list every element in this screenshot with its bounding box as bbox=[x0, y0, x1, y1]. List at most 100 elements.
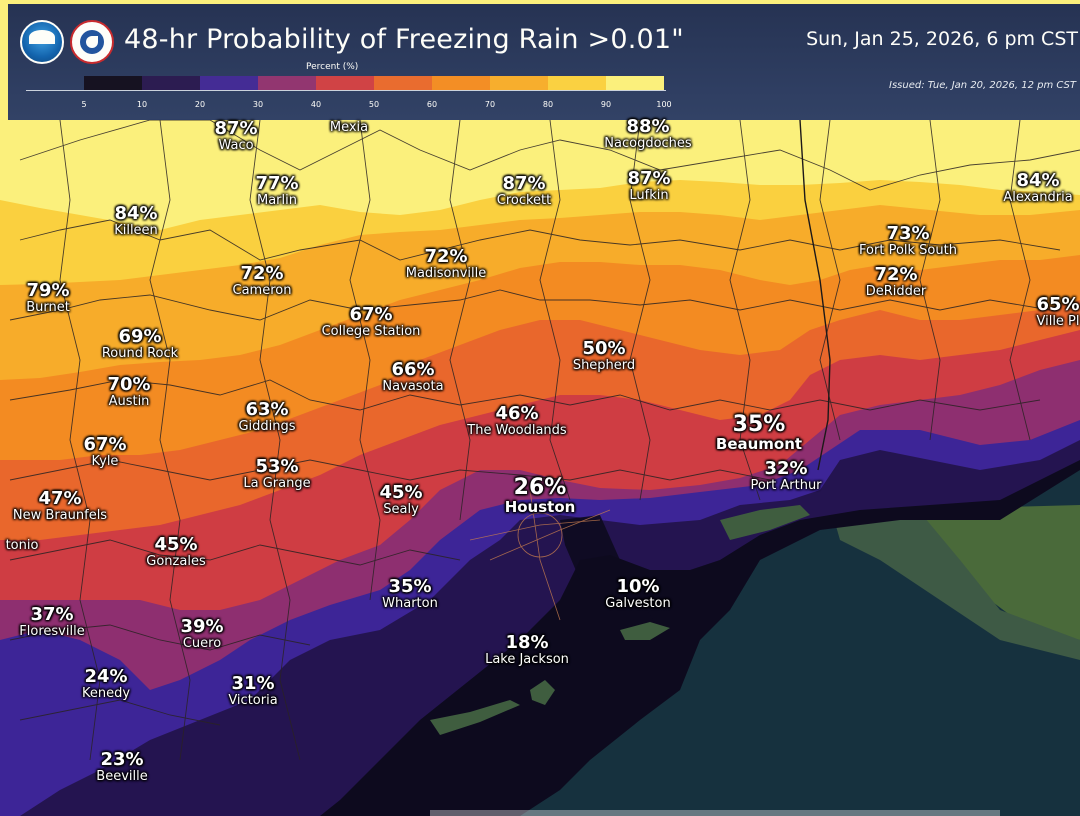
houston-roads bbox=[469, 489, 611, 621]
city-label: 87% Lufkin bbox=[627, 168, 671, 204]
city-label: 47% New Braunfels bbox=[12, 488, 108, 524]
legend-tick-label: 70 bbox=[484, 100, 496, 109]
city-probability: 39% bbox=[180, 616, 224, 637]
city-probability: 46% bbox=[495, 403, 539, 424]
city-label: 39% Cuero bbox=[180, 616, 224, 652]
city-name: Port Arthur bbox=[750, 478, 822, 493]
city-name: Wharton bbox=[382, 596, 438, 611]
legend-tick-label: 30 bbox=[252, 100, 264, 109]
city-probability: 87% bbox=[502, 173, 546, 194]
coastal-islands-4 bbox=[530, 680, 555, 705]
city-name: Giddings bbox=[238, 419, 296, 434]
city-name: Shepherd bbox=[572, 358, 636, 373]
city-label: 69% Round Rock bbox=[101, 326, 179, 362]
legend-swatch bbox=[490, 76, 548, 90]
city-probability: 67% bbox=[349, 304, 393, 325]
city-name: Floresville bbox=[19, 624, 85, 639]
color-legend: Percent (%) 5 10 20 30 40 50 60 70 80 90 100 bbox=[16, 62, 676, 112]
city-probability: 72% bbox=[240, 263, 284, 284]
city-probability: 53% bbox=[255, 456, 299, 477]
city-probability: 84% bbox=[1016, 170, 1060, 191]
legend-swatch bbox=[374, 76, 432, 90]
legend-swatch bbox=[84, 76, 142, 90]
city-name: Galveston bbox=[605, 596, 671, 611]
city-name: Beaumont bbox=[715, 435, 803, 453]
city-probability: 26% bbox=[513, 475, 567, 500]
city-name: Kyle bbox=[91, 454, 119, 469]
legend-swatch bbox=[432, 76, 490, 90]
city-label: 79% Burnet bbox=[26, 282, 70, 316]
city-name: Ville Pl bbox=[1036, 314, 1080, 329]
city-label: 23% Beeville bbox=[96, 749, 147, 785]
city-label: 45% Gonzales bbox=[146, 534, 206, 570]
city-probability: 87% bbox=[214, 118, 258, 139]
city-probability: 10% bbox=[616, 576, 660, 597]
city-label: 73% Fort Polk South bbox=[859, 223, 957, 259]
legend-swatch bbox=[606, 76, 664, 90]
city-probability: 69% bbox=[118, 326, 162, 347]
city-name: Madisonville bbox=[405, 266, 487, 281]
louisiana-coast-land bbox=[900, 505, 1080, 640]
city-label: 72% Cameron bbox=[233, 263, 292, 299]
legend-color-ramp bbox=[84, 76, 664, 90]
city-label: 32% Port Arthur bbox=[750, 460, 822, 494]
legend-tick-label: 40 bbox=[310, 100, 322, 109]
city-name: La Grange bbox=[243, 476, 311, 491]
city-label: 10% Galveston bbox=[605, 576, 671, 612]
noaa-bird-icon bbox=[29, 30, 55, 44]
nws-emblem-icon bbox=[80, 30, 104, 54]
city-probability: 88% bbox=[626, 116, 670, 137]
city-label: 72% DeRidder bbox=[866, 264, 927, 300]
legend-title: Percent (%) bbox=[306, 62, 359, 72]
city-probability: 47% bbox=[38, 488, 82, 509]
coastal-islands bbox=[430, 700, 520, 735]
city-label: 67% Kyle bbox=[83, 436, 126, 470]
city-label: 63% Giddings bbox=[238, 401, 296, 435]
city-probability: 18% bbox=[505, 632, 549, 653]
city-label: 45% Sealy bbox=[379, 482, 423, 518]
city-name: Lufkin bbox=[629, 188, 669, 203]
city-name: Sealy bbox=[383, 502, 419, 517]
coastal-islands-2 bbox=[720, 505, 810, 540]
city-name: Gonzales bbox=[146, 554, 206, 569]
city-label: 67% College Station bbox=[322, 304, 421, 340]
city-probability: 73% bbox=[886, 223, 930, 244]
city-name: The Woodlands bbox=[467, 423, 567, 438]
city-name: tonio bbox=[5, 538, 39, 553]
city-probability: 37% bbox=[30, 604, 74, 625]
city-name: Lake Jackson bbox=[485, 652, 569, 667]
galveston-bay bbox=[560, 515, 660, 640]
county-boundaries bbox=[9, 119, 1080, 761]
legend-tick-label: 50 bbox=[368, 100, 380, 109]
city-label: 88% Nacogdoches bbox=[604, 116, 691, 152]
city-name: New Braunfels bbox=[12, 508, 108, 523]
city-name: Crockett bbox=[496, 193, 552, 208]
city-name: Cuero bbox=[182, 636, 222, 651]
legend-swatch bbox=[200, 76, 258, 90]
city-probability: 72% bbox=[874, 264, 918, 285]
noaa-logo bbox=[20, 20, 64, 64]
nws-logo bbox=[70, 20, 114, 64]
city-label: 37% Floresville bbox=[19, 604, 85, 640]
city-name: Navasota bbox=[382, 379, 444, 394]
city-label: 70% Austin bbox=[107, 376, 150, 410]
city-probability: 45% bbox=[379, 482, 423, 503]
legend-tick-label: 10 bbox=[136, 100, 148, 109]
city-probability: 50% bbox=[582, 338, 626, 359]
city-label: 46% The Woodlands bbox=[467, 403, 567, 439]
city-name: Round Rock bbox=[101, 346, 179, 361]
city-label: 26% Houston bbox=[505, 477, 576, 516]
city-probability: 45% bbox=[154, 534, 198, 555]
legend-swatch bbox=[258, 76, 316, 90]
city-label: Mexia bbox=[330, 120, 368, 135]
legend-swatch bbox=[316, 76, 374, 90]
city-name: Mexia bbox=[329, 120, 369, 135]
city-probability: 31% bbox=[231, 673, 275, 694]
map-title: 48-hr Probability of Freezing Rain >0.01… bbox=[124, 24, 684, 55]
city-label: 18% Lake Jackson bbox=[485, 632, 569, 668]
city-probability: 87% bbox=[627, 168, 671, 189]
city-probability: 23% bbox=[100, 749, 144, 770]
city-name: Burnet bbox=[26, 300, 70, 315]
city-name: Alexandria bbox=[1003, 190, 1073, 205]
city-name: Victoria bbox=[228, 693, 278, 708]
